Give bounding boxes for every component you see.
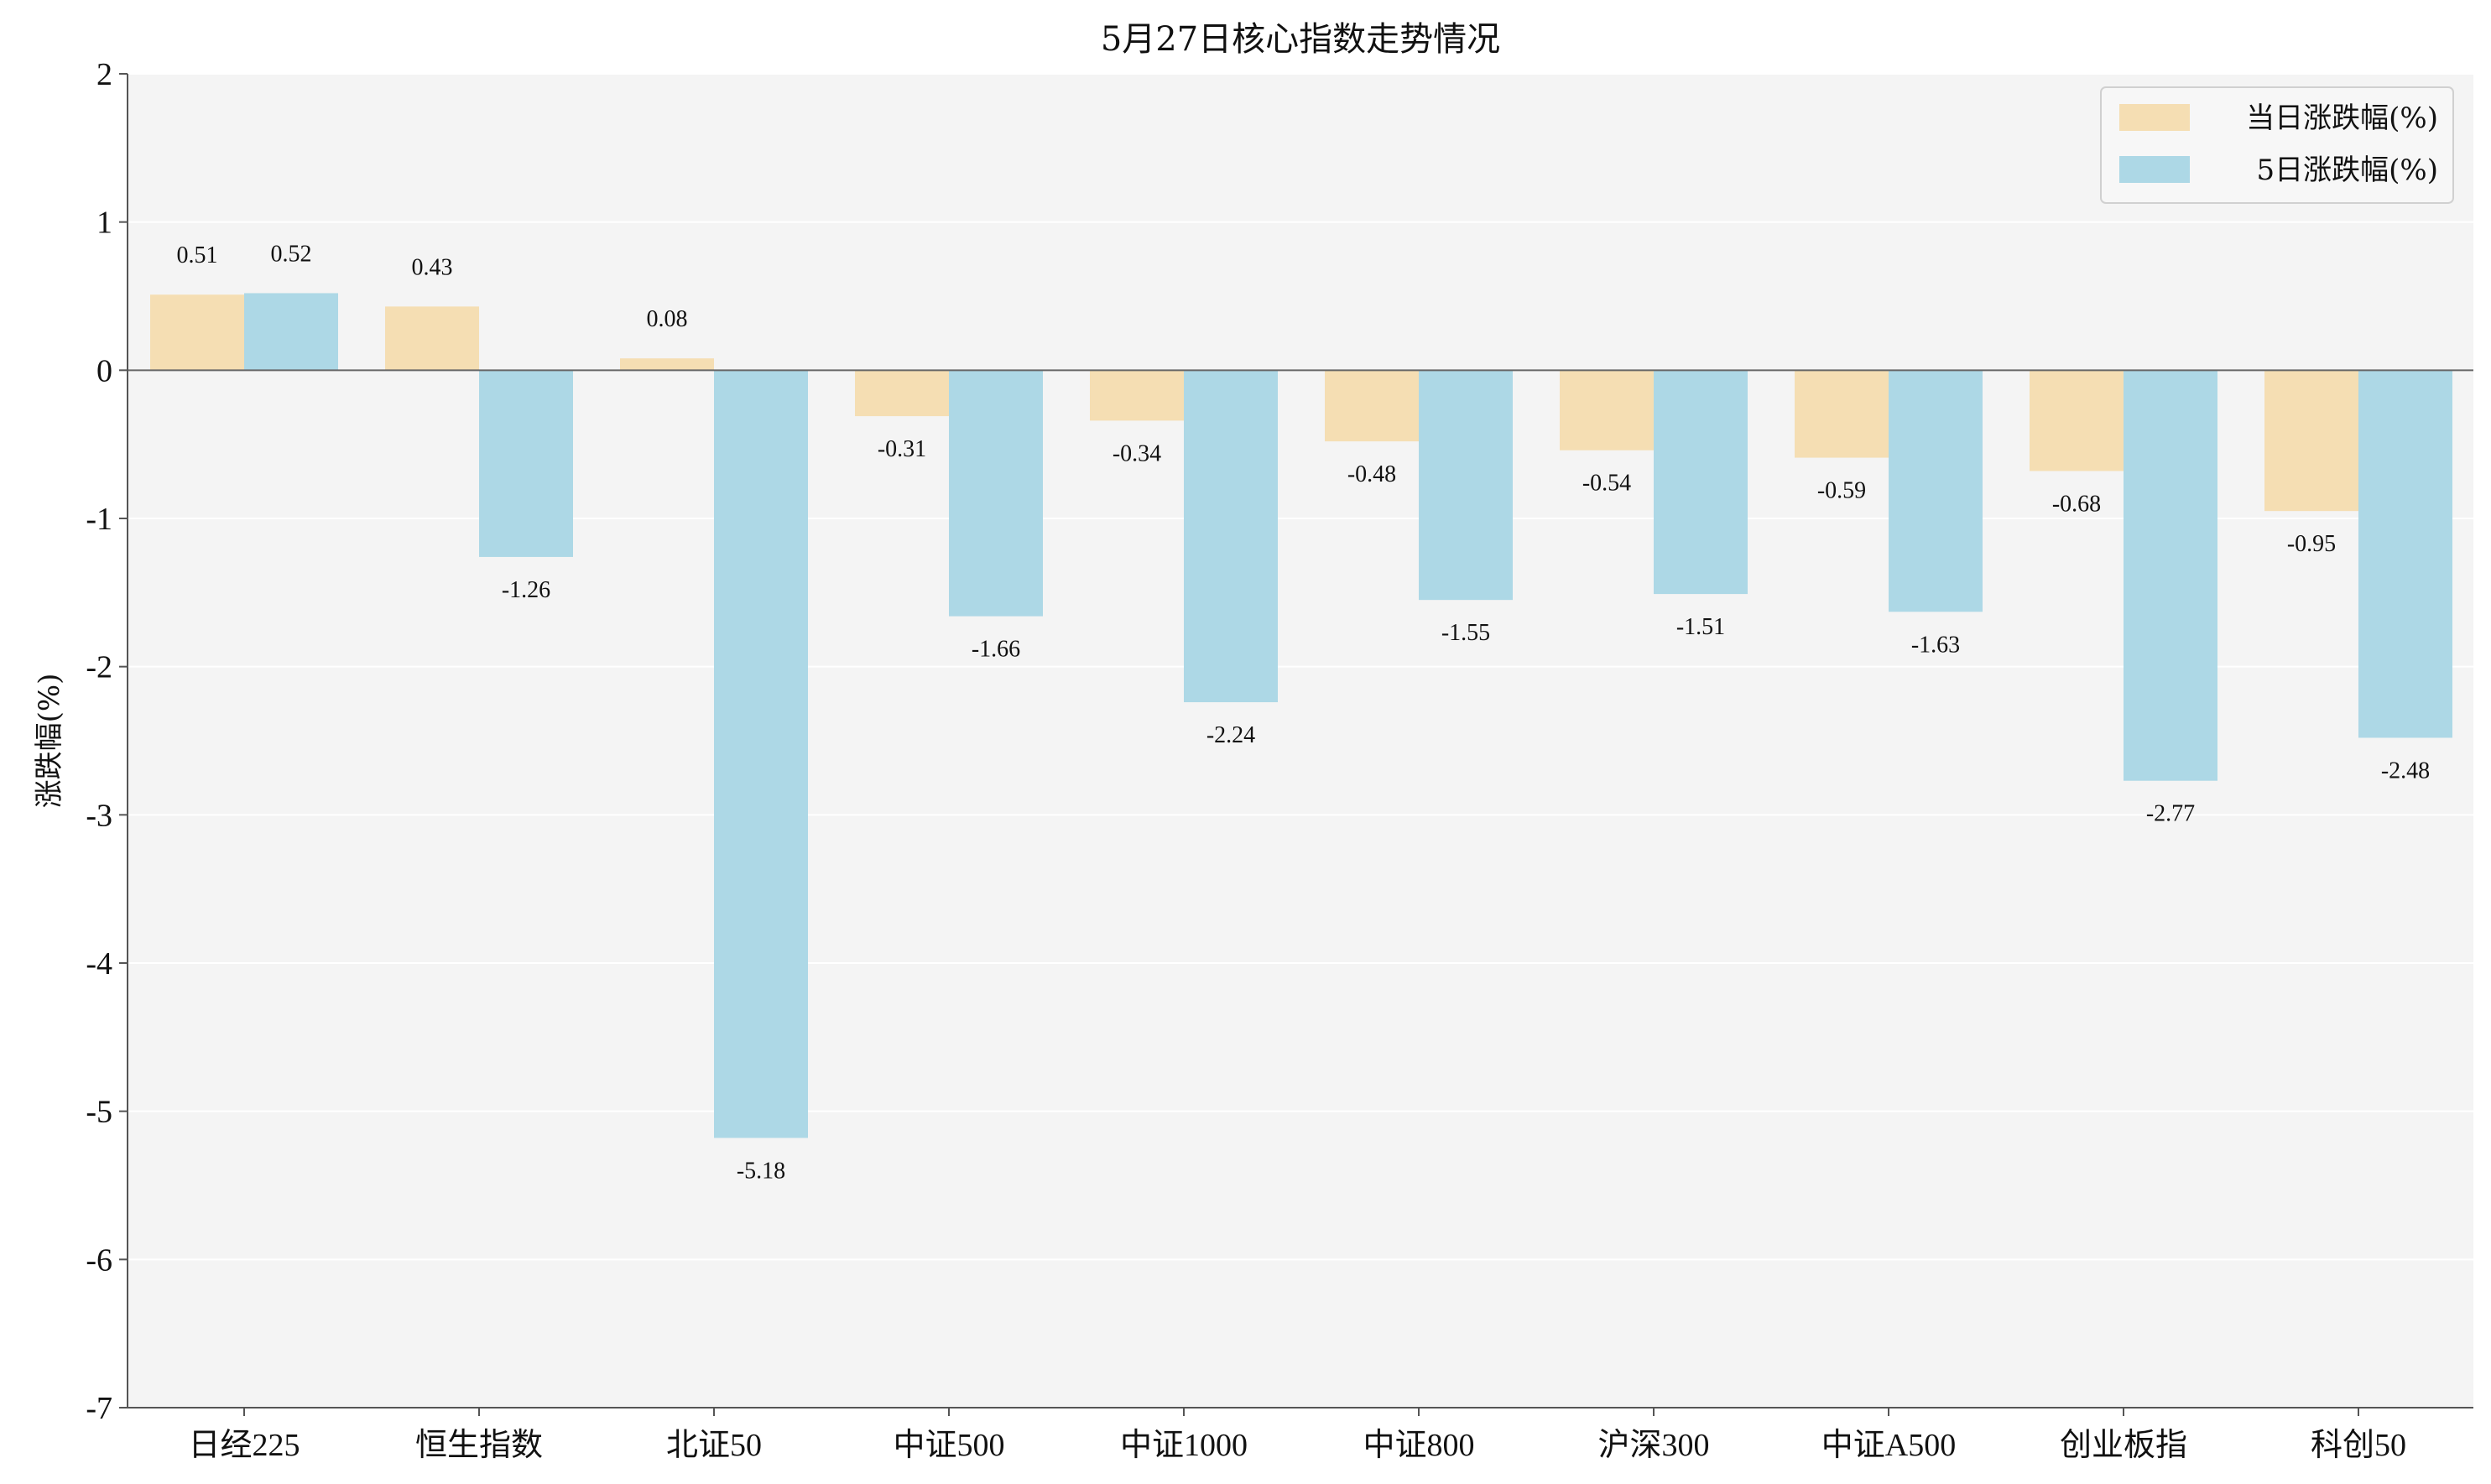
bars — [150, 293, 2452, 1138]
plot-area — [128, 74, 2473, 1408]
bar-five-day — [1654, 370, 1748, 595]
data-label: -5.18 — [737, 1158, 785, 1184]
legend-label: 5日涨跌幅(%) — [2257, 154, 2438, 187]
legend-swatch — [2119, 104, 2190, 131]
legend-swatch — [2119, 156, 2190, 183]
y-tick-label: -7 — [86, 1391, 112, 1426]
data-label: -1.66 — [972, 637, 1020, 663]
data-label: -0.34 — [1113, 440, 1161, 466]
bar-daily — [2030, 370, 2124, 471]
y-tick-label: -3 — [86, 798, 112, 833]
bar-five-day — [1184, 370, 1278, 703]
data-label: -0.54 — [1582, 471, 1631, 497]
y-tick-label: -1 — [86, 502, 112, 537]
data-label: -2.24 — [1206, 722, 1255, 748]
y-tick-label: 2 — [96, 57, 112, 92]
data-labels: 0.51 0.43 0.08 -0.31 -0.34 -0.48 -0.54 -0.59 -0.… — [177, 241, 2431, 1184]
data-label: 0.51 — [177, 242, 218, 268]
bar-five-day — [1889, 370, 1983, 612]
y-tick-label: -2 — [86, 650, 112, 685]
data-label: -0.95 — [2287, 531, 2336, 557]
axes: 2 1 0 -1 -2 -3 -4 -5 -6 -7 日经225 恒生指数 北证50 中证500 中证100… — [86, 57, 2473, 1463]
data-label: 0.08 — [647, 306, 688, 332]
bar-five-day — [244, 293, 338, 371]
data-label: -1.55 — [1441, 620, 1490, 646]
data-label: -0.31 — [878, 436, 926, 462]
y-tick-label: -4 — [86, 946, 112, 982]
bar-five-day — [2358, 370, 2452, 738]
data-label: 0.43 — [412, 254, 453, 280]
bar-five-day — [479, 370, 573, 557]
y-tick-label: -5 — [86, 1095, 112, 1130]
bar-five-day — [1419, 370, 1513, 601]
x-tick-label: 中证A500 — [1821, 1428, 1956, 1463]
data-label: -0.59 — [1817, 478, 1866, 504]
bar-daily — [1795, 370, 1889, 458]
data-label: -1.51 — [1676, 614, 1725, 640]
x-tick-label: 恒生指数 — [415, 1428, 543, 1463]
bar-five-day — [949, 370, 1043, 617]
y-tick-label: 0 — [96, 353, 112, 388]
bar-daily — [150, 294, 244, 371]
bar-five-day — [714, 370, 808, 1138]
x-tick-label: 科创50 — [2311, 1428, 2406, 1463]
bar-daily — [1090, 370, 1184, 421]
x-tick-label: 中证800 — [1363, 1428, 1474, 1463]
bar-daily — [855, 370, 949, 417]
legend-label: 当日涨跌幅(%) — [2246, 102, 2438, 135]
bar-five-day — [2124, 370, 2217, 781]
data-label: -2.48 — [2381, 758, 2430, 784]
x-tick-label: 沪深300 — [1597, 1428, 1709, 1463]
bar-daily — [1325, 370, 1419, 442]
x-tick-label: 北证50 — [666, 1428, 762, 1463]
y-tick-label: -6 — [86, 1242, 112, 1278]
y-tick-label: 1 — [96, 206, 112, 241]
x-tick-label: 创业板指 — [2060, 1428, 2187, 1463]
data-label: -2.77 — [2146, 801, 2195, 827]
data-label: -0.48 — [1347, 461, 1396, 487]
y-axis-label: 涨跌幅(%) — [33, 674, 66, 809]
x-tick-label: 日经225 — [188, 1428, 300, 1463]
data-label: 0.52 — [271, 241, 312, 267]
bar-daily — [2264, 370, 2358, 512]
bar-daily — [385, 306, 479, 371]
data-label: -1.63 — [1911, 632, 1960, 658]
data-label: -1.26 — [502, 577, 550, 603]
data-label: -0.68 — [2052, 491, 2101, 517]
x-tick-label: 中证500 — [893, 1428, 1004, 1463]
bar-daily — [1560, 370, 1654, 450]
chart-title: 5月27日核心指数走势情况 — [1101, 20, 1500, 59]
x-tick-label: 中证1000 — [1120, 1428, 1248, 1463]
bar-daily — [620, 358, 714, 371]
legend: 当日涨跌幅(%) 5日涨跌幅(%) — [2100, 86, 2454, 204]
